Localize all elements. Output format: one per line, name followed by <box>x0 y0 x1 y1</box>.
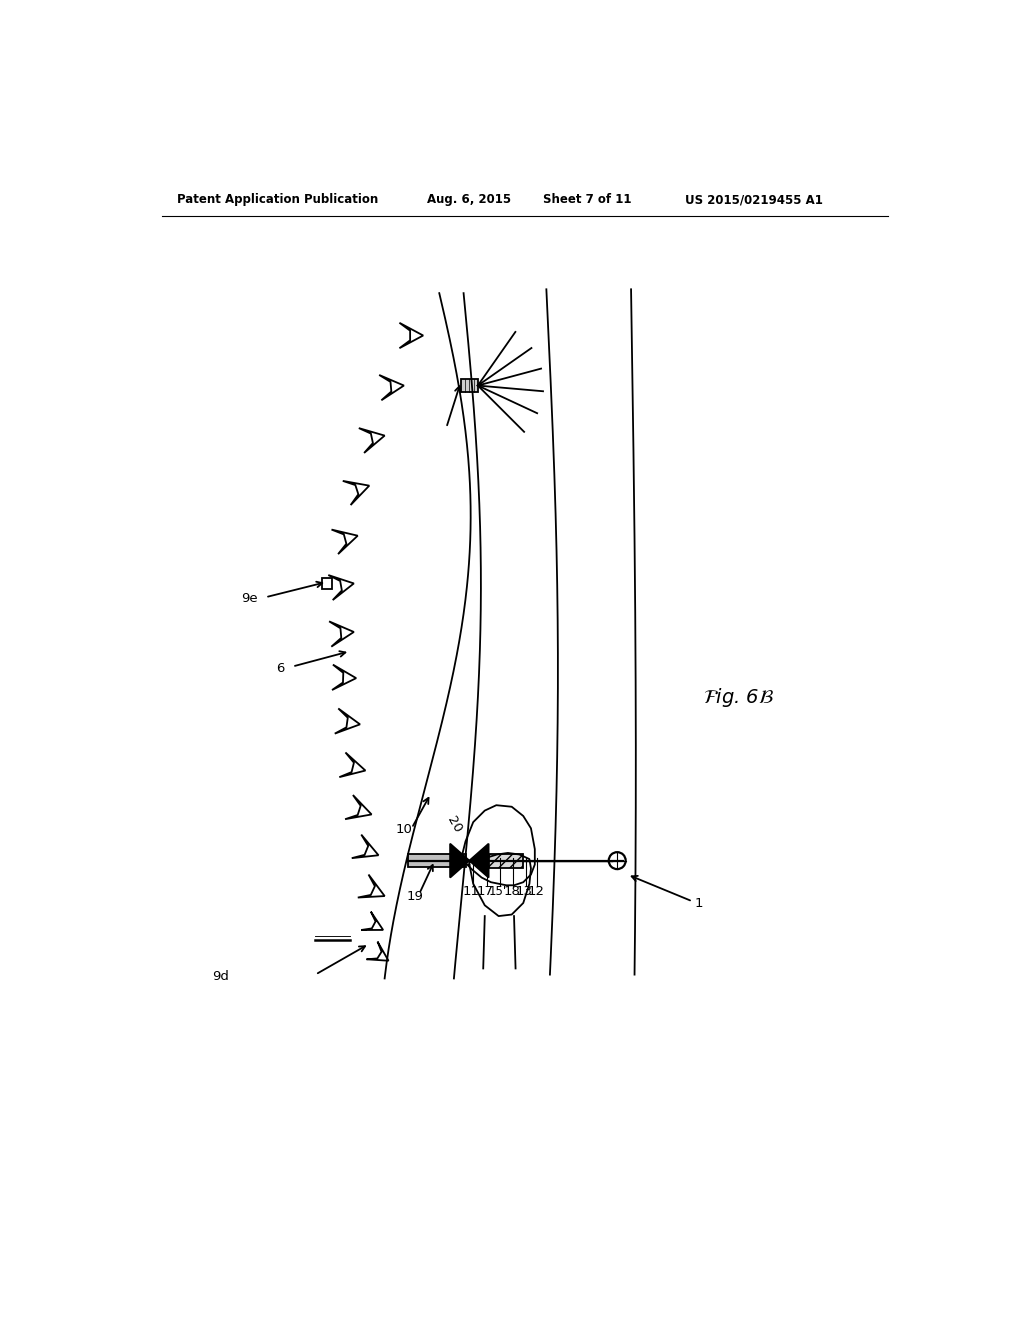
Text: 9d: 9d <box>212 970 229 982</box>
Text: Sheet 7 of 11: Sheet 7 of 11 <box>543 193 631 206</box>
Text: Aug. 6, 2015: Aug. 6, 2015 <box>427 193 511 206</box>
Polygon shape <box>451 843 469 878</box>
Text: 12: 12 <box>527 884 545 898</box>
Text: 6: 6 <box>276 661 285 675</box>
Text: 11: 11 <box>463 884 479 898</box>
Text: 15': 15' <box>488 884 507 898</box>
Text: 9e: 9e <box>242 593 258 606</box>
Polygon shape <box>469 843 488 878</box>
Text: Patent Application Publication: Patent Application Publication <box>177 193 378 206</box>
Text: 10: 10 <box>395 824 413 837</box>
Bar <box>322 578 333 589</box>
Text: 13: 13 <box>515 884 532 898</box>
Text: 18: 18 <box>503 884 520 898</box>
Bar <box>461 379 478 392</box>
Text: 17: 17 <box>476 884 494 898</box>
Bar <box>408 854 466 867</box>
Text: 1: 1 <box>694 898 703 911</box>
Text: US 2015/0219455 A1: US 2015/0219455 A1 <box>685 193 823 206</box>
Text: 19: 19 <box>407 890 424 903</box>
Text: $\mathcal{F}$ig. 6$\mathcal{B}$: $\mathcal{F}$ig. 6$\mathcal{B}$ <box>703 686 774 709</box>
Bar <box>488 854 523 867</box>
Text: 20: 20 <box>444 814 464 836</box>
